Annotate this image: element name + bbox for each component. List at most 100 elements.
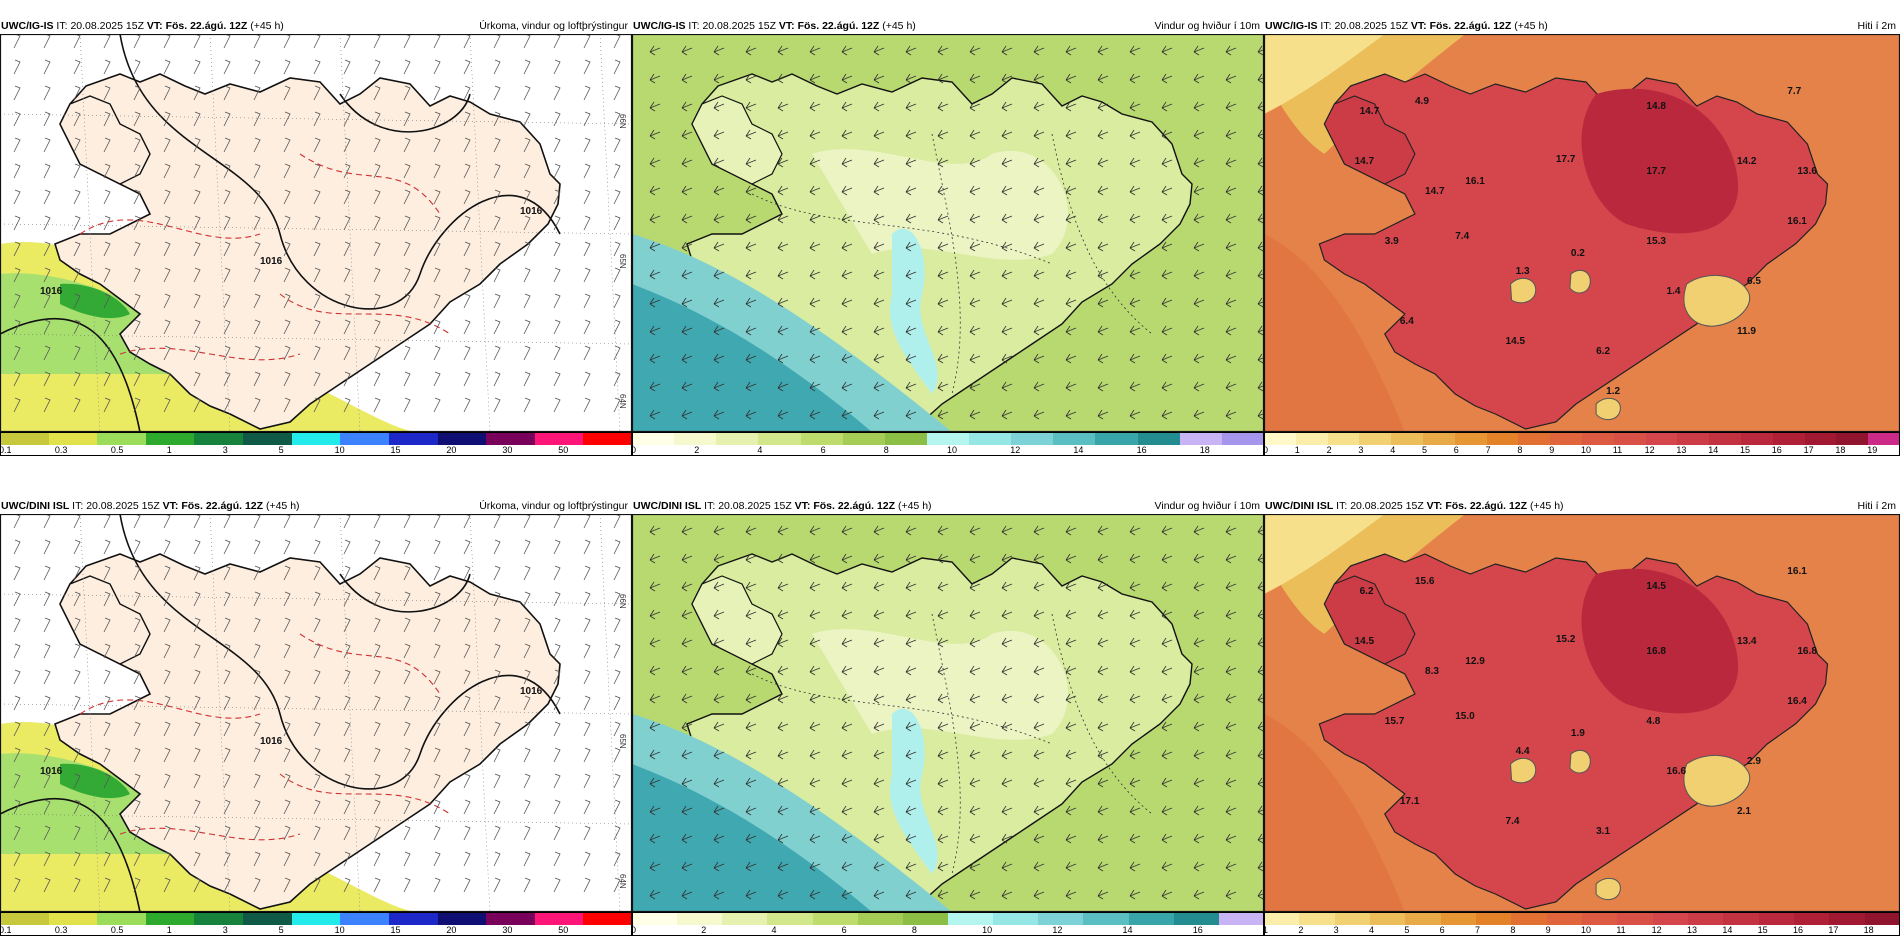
wind-barb — [133, 137, 141, 153]
wind-arrow — [841, 129, 853, 140]
wind-arrow — [937, 637, 949, 648]
temperature-contour — [279, 773, 451, 815]
wind-barb — [343, 163, 351, 179]
wind-arrow — [745, 777, 757, 788]
wind-barb — [343, 215, 351, 231]
wind-arrow — [1193, 185, 1205, 196]
wind-arrow — [969, 777, 981, 788]
wind-barb — [223, 345, 231, 361]
wind-barb — [283, 397, 291, 413]
wind-arrow — [1193, 665, 1205, 676]
wind-arrow — [1001, 805, 1013, 816]
wind-arrow — [777, 213, 789, 224]
wind-barb — [553, 111, 561, 127]
wind-arrow — [873, 525, 885, 536]
colorbar-swatch — [486, 432, 536, 445]
colorbar-swatch — [1613, 432, 1647, 445]
wind-arrow — [1065, 129, 1077, 140]
colorbar-swatch — [1423, 432, 1456, 445]
wind-barb — [463, 825, 471, 841]
model-label: UWC/IG-IS — [1265, 20, 1318, 32]
colorbar-tick: 14 — [1708, 445, 1719, 455]
wind-arrow — [937, 381, 949, 392]
colorbar-swatch — [1295, 432, 1329, 445]
wind-arrow — [713, 73, 725, 84]
panel-header: UWC/DINI ISL IT: 20.08.2025 15Z VT: Fös.… — [632, 498, 1264, 514]
wind-barb — [283, 565, 291, 581]
wind-arrow — [809, 525, 821, 536]
wind-barb — [103, 371, 111, 387]
model-label: UWC/DINI ISL — [1, 500, 70, 512]
wind-arrow — [1193, 721, 1205, 732]
wind-arrow — [1225, 101, 1237, 112]
wind-barb — [613, 825, 621, 841]
wind-barb — [523, 877, 531, 893]
wind-arrow — [1033, 297, 1045, 308]
temperature-label: 16.8 — [1797, 646, 1817, 657]
wind-arrow — [809, 157, 821, 168]
wind-barb — [523, 799, 531, 815]
low-wind-area — [812, 629, 1069, 740]
wind-arrow — [745, 721, 757, 732]
temperature-label: 6.5 — [1747, 276, 1761, 287]
wind-arrow — [1065, 101, 1077, 112]
wind-barb — [13, 877, 21, 893]
wind-arrow — [1033, 721, 1045, 732]
wind-barb — [463, 539, 471, 555]
wind-barb — [43, 397, 51, 413]
wind-barb — [583, 799, 591, 815]
colorbar-tick: 4 — [1390, 445, 1396, 455]
wind-barb — [463, 85, 471, 101]
wind-barb — [193, 825, 201, 841]
wind-barb — [253, 669, 261, 685]
wind-barb — [523, 539, 531, 555]
colorbar-tick: 13 — [1687, 925, 1698, 935]
wind-barb — [253, 137, 261, 153]
wind-barb — [343, 267, 351, 283]
wind-barb — [223, 669, 231, 685]
wind-arrow — [681, 805, 693, 816]
colorbar-swatch — [1868, 432, 1900, 445]
it-label: IT: — [704, 500, 716, 512]
wind-arrow — [1129, 157, 1141, 168]
wind-barb — [343, 591, 351, 607]
wind-barb — [613, 539, 621, 555]
wind-barb — [523, 111, 531, 127]
temperature-label: 6.4 — [1400, 316, 1414, 327]
wind-arrow — [1097, 73, 1109, 84]
wind-arrow — [969, 185, 981, 196]
wind-barb — [493, 721, 501, 737]
colorbar-tick: 17 — [1828, 925, 1839, 935]
colorbar-tick: 50 — [558, 445, 569, 455]
wind-barb — [553, 565, 561, 581]
wind-barb — [463, 799, 471, 815]
wind-barb — [133, 215, 141, 231]
wind-barb — [613, 799, 621, 815]
wind-arrow — [681, 833, 693, 844]
colorbar-tick: 3 — [222, 445, 228, 455]
wind-arrow — [905, 777, 917, 788]
wind-arrow — [937, 157, 949, 168]
wind-barb — [583, 267, 591, 283]
wind-barb — [553, 319, 561, 335]
wind-barb — [493, 565, 501, 581]
wind-barb — [403, 85, 411, 101]
wind-arrow — [1097, 353, 1109, 364]
wind-barb — [283, 85, 291, 101]
colorbar-swatch — [857, 912, 904, 925]
colorbar-swatch — [0, 432, 50, 445]
wind-arrow — [841, 297, 853, 308]
wind-arrow — [1225, 381, 1237, 392]
wind-barb — [13, 293, 21, 309]
wind-arrow — [937, 833, 949, 844]
lead-time: (+45 h) — [265, 500, 300, 512]
iceland-land — [54, 553, 561, 910]
colorbar-swatch — [1864, 912, 1900, 925]
wind-barb — [43, 345, 51, 361]
map-area: 14.7 4.9 14.8 7.7 14.7 16.1 17.7 17.7 14.2 13.6 14… — [1264, 34, 1900, 432]
wind-barb — [373, 721, 381, 737]
wind-barb — [313, 319, 321, 335]
wind-arrow — [969, 353, 981, 364]
wind-barb — [283, 137, 291, 153]
wind-arrow — [777, 609, 789, 620]
